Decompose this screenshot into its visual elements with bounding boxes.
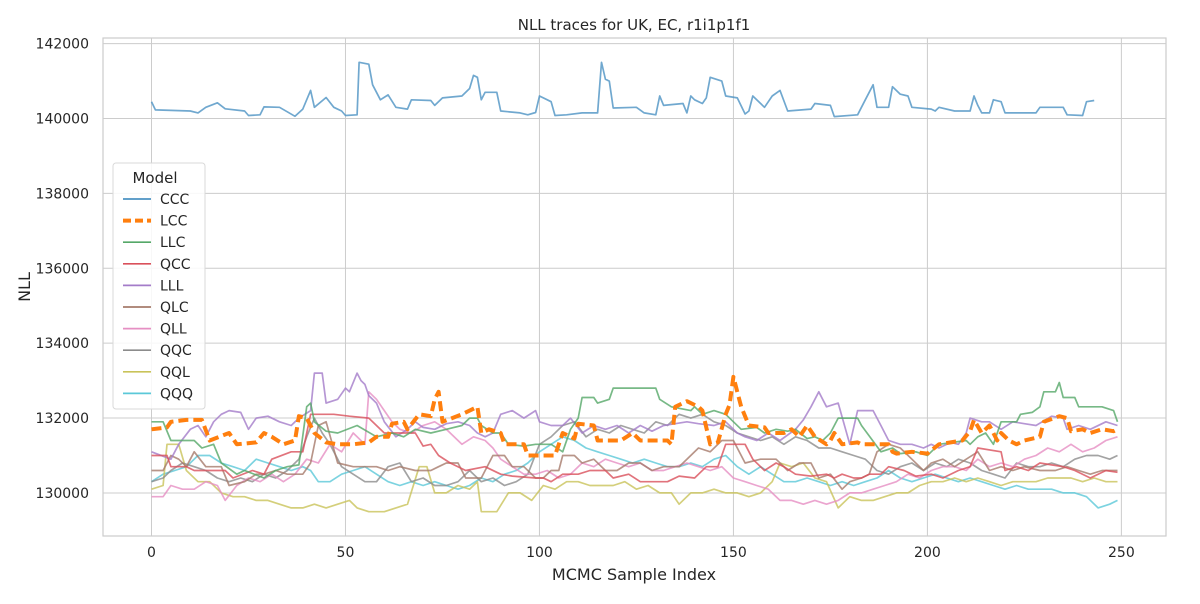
y-tick-label: 136000	[36, 261, 89, 277]
y-tick-label: 142000	[36, 37, 89, 53]
legend-box	[112, 162, 206, 410]
chart-title: NLL traces for UK, EC, r1i1p1f1	[518, 16, 751, 34]
x-tick-label: 50	[337, 545, 355, 561]
y-tick-label: 134000	[36, 336, 89, 352]
legend-items: CCC LCC LLC QCC LLL QLC QLL QQC QQL QQQ	[123, 192, 193, 402]
y-tick-label: 140000	[36, 112, 89, 128]
legend-label-qqc: QQC	[160, 343, 192, 359]
legend-label-ccc: CCC	[160, 192, 190, 208]
legend: Model CCC LCC LLC QCC LLL QLC QLL QQC QQL QQQ	[112, 162, 206, 410]
legend-title: Model	[132, 169, 177, 187]
series-line-llc	[151, 381, 1119, 479]
plot-area-background	[102, 37, 1167, 537]
series-line-ccc	[150, 61, 1095, 118]
y-tick-label: 132000	[36, 411, 89, 427]
legend-label-qlc: QLC	[160, 300, 189, 316]
series-layer	[150, 61, 1119, 513]
tick-layer: 0 50 100 150 200 250 130000 132000 134000 136000 1…	[36, 37, 1135, 561]
x-tick-label: 200	[914, 545, 941, 561]
legend-label-lcc: LCC	[160, 214, 188, 230]
x-tick-label: 0	[147, 545, 156, 561]
legend-label-qql: QQL	[160, 365, 190, 381]
y-tick-label: 138000	[36, 186, 89, 202]
series-line-qlc	[151, 420, 1118, 491]
y-tick-label: 130000	[36, 486, 89, 502]
x-tick-label: 100	[526, 545, 553, 561]
y-axis-title: NLL	[15, 272, 34, 302]
legend-label-qll: QLL	[160, 322, 187, 338]
series-line-qql	[151, 443, 1118, 513]
legend-label-lll: LLL	[160, 278, 184, 294]
legend-label-llc: LLC	[160, 235, 186, 251]
grid-layer	[103, 38, 1166, 536]
series-line-qcc	[151, 413, 1118, 483]
legend-label-qcc: QCC	[160, 257, 191, 273]
x-tick-label: 250	[1108, 545, 1135, 561]
x-axis-title: MCMC Sample Index	[552, 565, 716, 584]
series-line-lcc	[151, 374, 1119, 458]
x-tick-label: 150	[720, 545, 747, 561]
legend-label-qqq: QQQ	[160, 386, 193, 402]
series-line-qqc	[151, 413, 1118, 487]
